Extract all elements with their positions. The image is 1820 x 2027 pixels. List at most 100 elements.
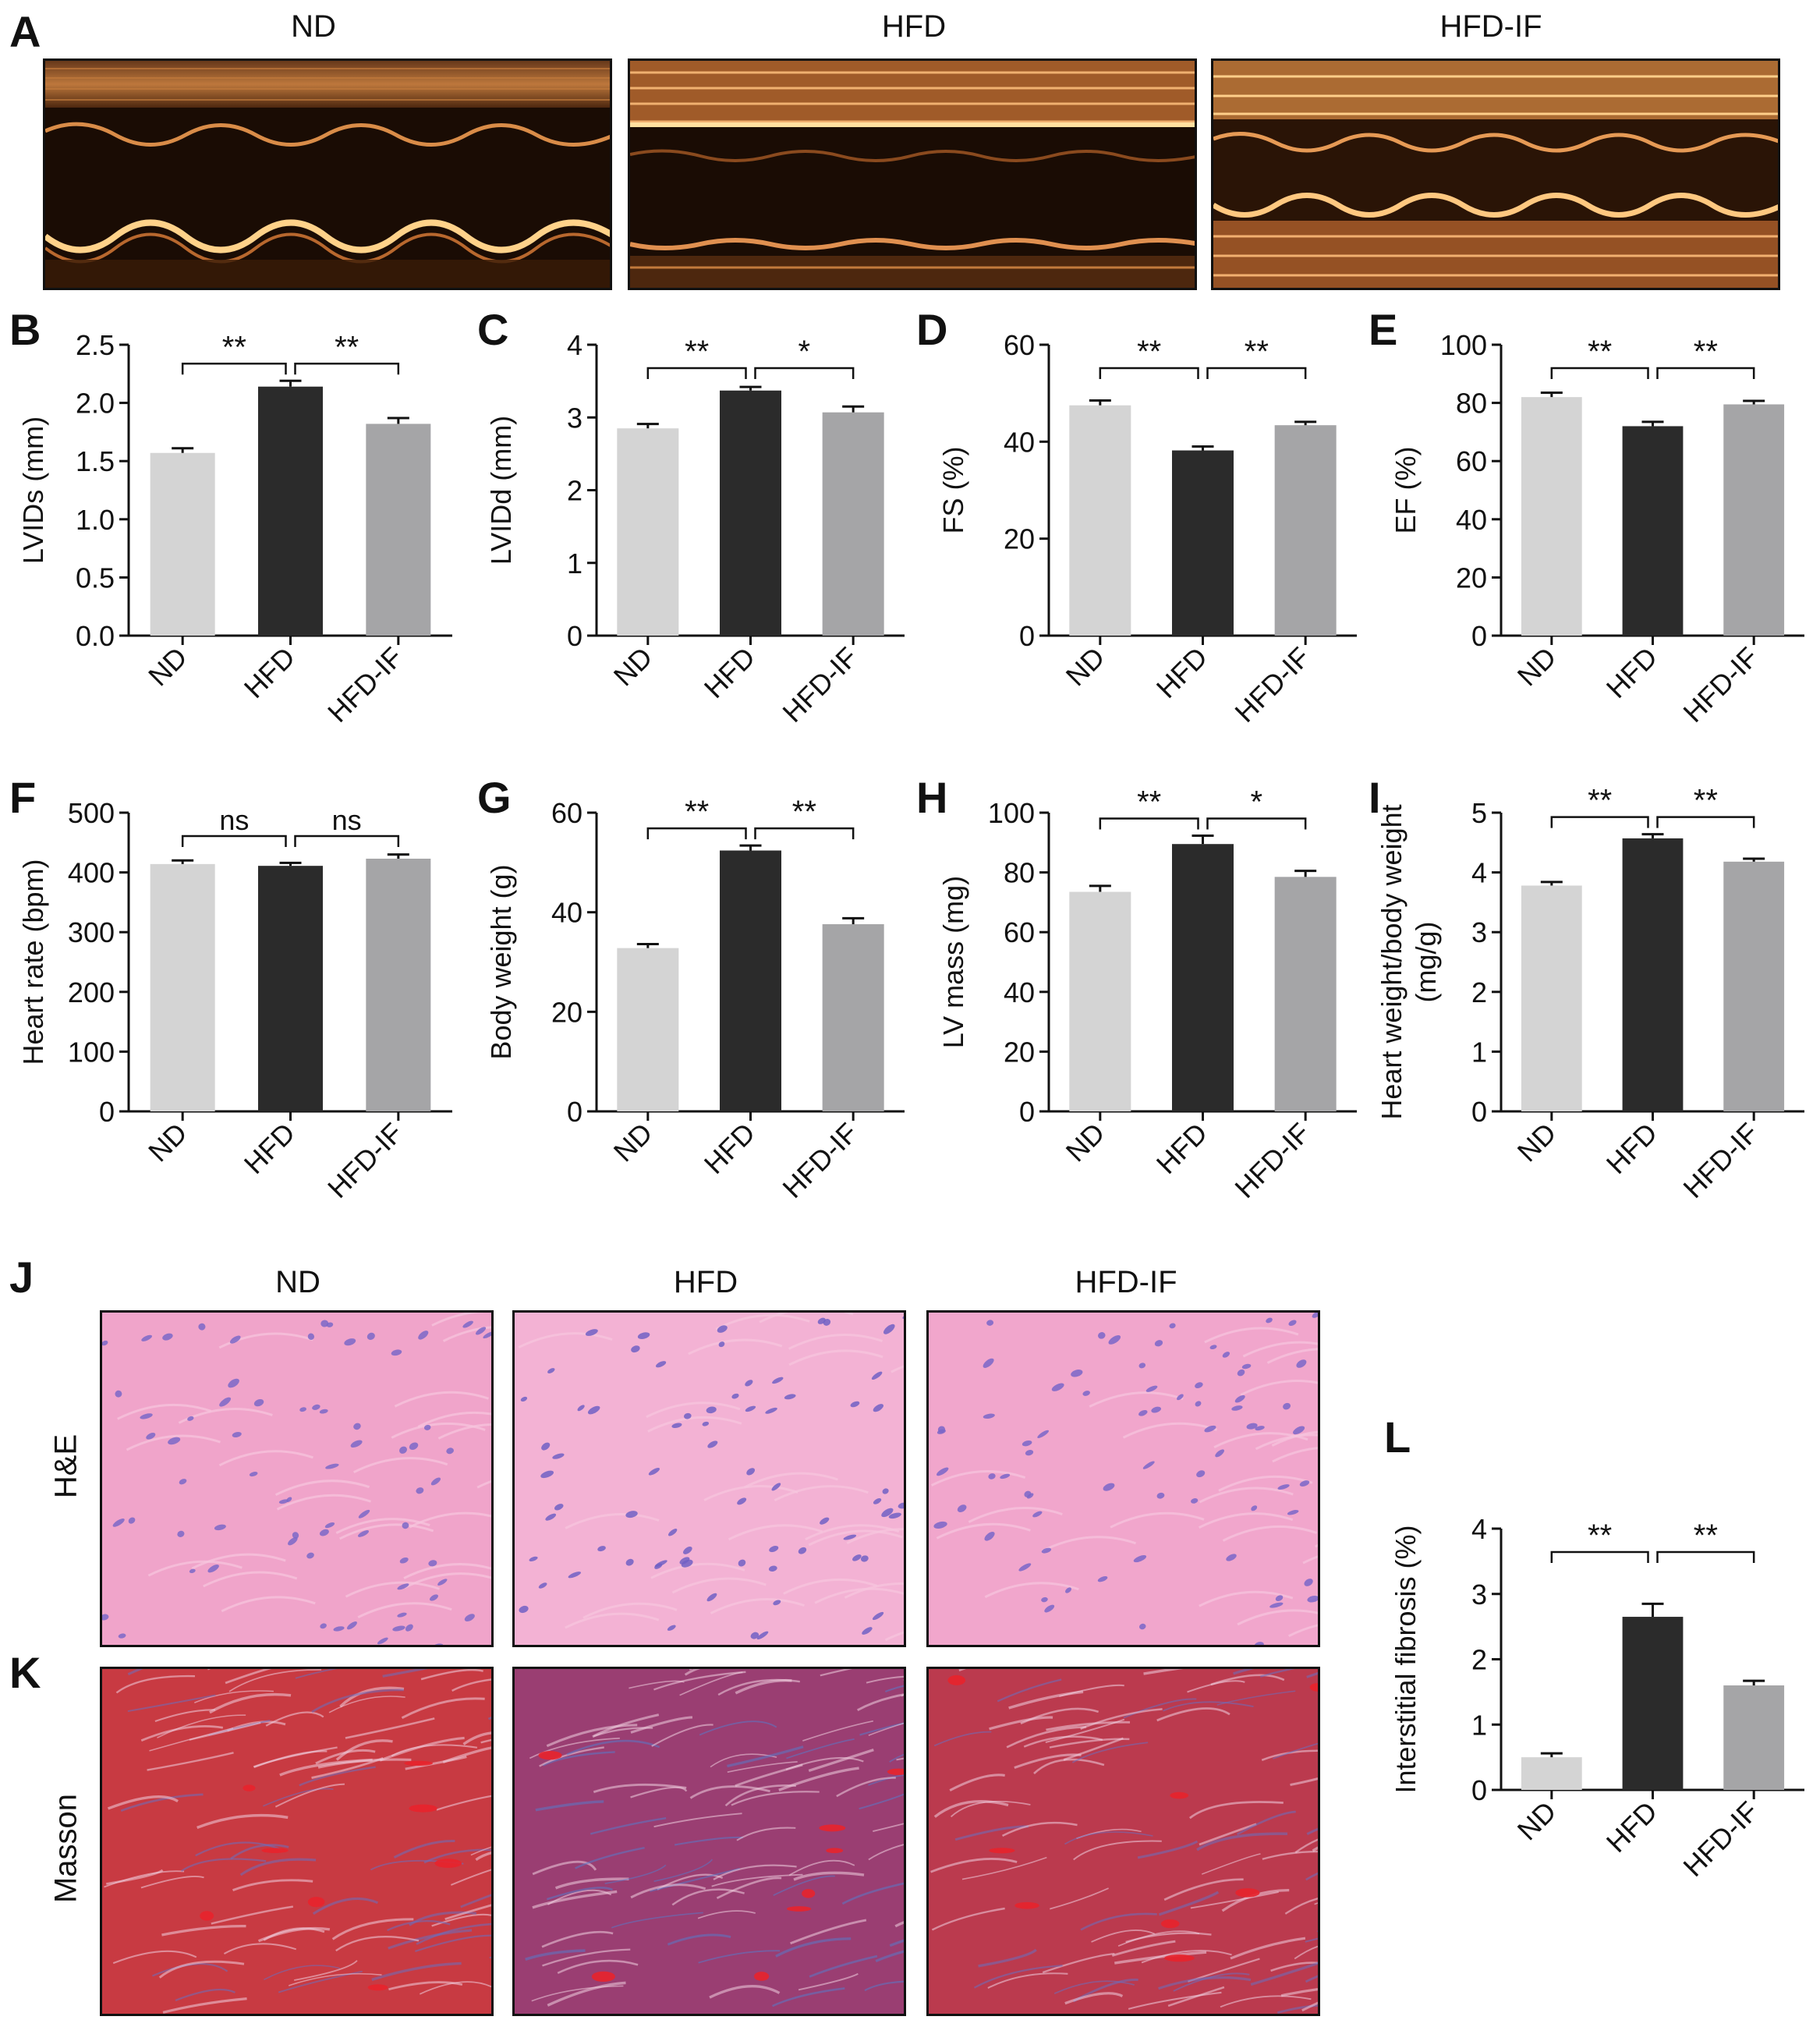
y-tick-label: 60 [1004,329,1035,361]
y-tick-label: 500 [68,797,115,829]
y-tick-label: 0 [1471,1096,1487,1128]
y-tick-label: 3 [567,402,582,434]
significance-label: ** [1694,784,1718,818]
y-tick-label: 2.5 [76,329,115,361]
masson-image-nd [100,1667,494,2016]
y-tick-label: 0 [99,1096,115,1128]
y-tick-label: 40 [1004,426,1035,458]
bar-nd [1069,405,1131,636]
bar-hfd [1172,450,1234,636]
y-tick-label: 1 [1471,1709,1487,1741]
significance-bracket [1550,367,1649,379]
y-tick-label: 20 [1004,1036,1035,1068]
y-tick-label: 60 [1004,916,1035,948]
echo-image-nd [43,58,612,290]
chart-i: 0 1 2 3 4 5 Heart weight/body weight (mg/g) ND HF… [1376,784,1804,1204]
significance-label: * [798,335,811,369]
y-tick-label: 20 [1456,562,1487,594]
significance-label: ** [1694,335,1718,369]
significance-label: ** [222,330,246,364]
bar-nd [1069,891,1131,1111]
panel-label-e: E [1369,305,1398,354]
bar-nd [617,948,679,1111]
y-tick-label: 0 [1019,620,1035,652]
x-tick-label: HFD-IF [776,1117,863,1204]
x-tick-label: HFD-IF [321,641,409,728]
x-tick-label: ND [1060,1117,1111,1168]
significance-label: ** [1137,785,1161,819]
x-tick-label: ND [607,641,659,693]
panel-label-f: F [9,773,37,822]
y-axis-label: Heart weight/body weight [1376,804,1407,1119]
x-tick-label: ND [142,641,193,693]
bar-hfd-if [822,923,884,1111]
significance-label: ** [335,330,359,364]
y-tick-label: 20 [551,996,582,1028]
x-tick-label: HFD [1150,1117,1213,1180]
y-axis-label: LVIDs (mm) [17,416,49,564]
y-tick-label: 60 [551,797,582,829]
y-tick-label: 1 [567,548,582,579]
y-tick-label: 100 [68,1036,115,1068]
y-tick-label: 0 [567,620,582,652]
x-tick-label: HFD [1600,1117,1663,1180]
bar-hfd [720,390,781,636]
bar-hfd [1622,1617,1684,1790]
x-tick-label: HFD [238,1117,301,1180]
y-tick-label: 100 [1440,329,1487,361]
x-tick-label: HFD [238,641,301,704]
x-tick-label: HFD [698,1117,761,1180]
masson-image-hfdif [926,1667,1320,2016]
significance-bracket [294,835,400,847]
he-image-nd [100,1310,494,1647]
bar-nd [617,428,679,636]
bar-hfd [258,866,323,1111]
significance-bracket [1099,367,1199,379]
y-axis-label: Interstitial fibrosis (%) [1390,1525,1422,1793]
bar-hfd [1172,844,1234,1111]
panel-label-c: C [477,305,509,354]
bar-hfd [1622,838,1684,1111]
y-tick-label: 20 [1004,523,1035,555]
x-tick-label: ND [1060,641,1111,693]
bar-nd [150,452,215,636]
y-tick-label: 4 [567,329,582,361]
chart-l: 0 1 2 3 4 Interstitial fibrosis (%) ND HFD HFD-I… [1390,1513,1804,1883]
significance-label: ** [1588,784,1612,818]
y-tick-label: 4 [1471,1513,1487,1545]
significance-bracket [1099,817,1199,830]
bar-hfd-if [1723,1685,1785,1790]
bar-nd [1521,397,1582,636]
y-tick-label: 2 [1471,1644,1487,1676]
y-tick-label: 0 [1019,1096,1035,1128]
stain-label-masson: Masson [48,1793,83,1904]
x-tick-label: HFD [1600,641,1663,704]
y-tick-label: 0.0 [76,620,115,652]
significance-bracket [646,367,747,379]
bar-hfd-if [1274,877,1337,1111]
y-tick-label: 1.0 [76,504,115,536]
masson-image-hfd [512,1667,906,2016]
y-tick-label: 40 [1004,976,1035,1008]
y-axis-label: FS (%) [937,447,969,534]
bar-hfd-if [822,412,884,636]
significance-bracket [1206,817,1307,830]
y-tick-label: 0 [567,1096,582,1128]
y-tick-label: 200 [68,976,115,1008]
chart-b: 0.0 0.5 1.0 1.5 2.0 2.5 LVIDs (mm) ND HFD HFD-IF *… [17,329,452,728]
bar-hfd-if [366,423,431,636]
y-tick-label: 3 [1471,916,1487,948]
significance-bracket [1656,367,1755,379]
x-tick-label: HFD-IF [1677,641,1764,728]
significance-bracket [294,363,400,375]
x-tick-label: HFD-IF [1228,1117,1315,1204]
y-tick-label: 80 [1456,388,1487,420]
x-tick-label: HFD-IF [776,641,863,728]
panel-label-j: J [9,1253,34,1302]
histo-title-hfdif: HFD-IF [1075,1265,1177,1299]
x-tick-label: ND [607,1117,659,1168]
significance-label: ** [685,795,709,829]
y-tick-label: 40 [1456,504,1487,536]
chart-g: 0 20 40 60 Body weight (g) ND HFD HFD-IF ** ** [485,795,905,1204]
